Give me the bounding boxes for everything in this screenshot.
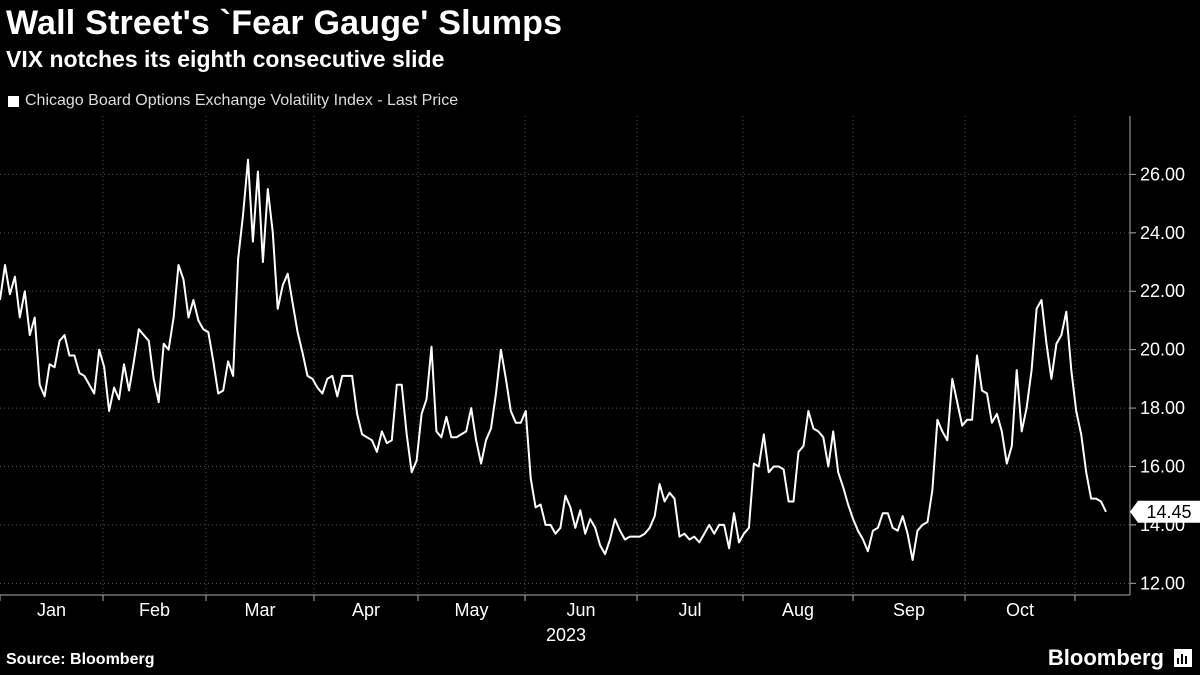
x-tick-label: Jan xyxy=(37,600,66,620)
x-year-label: 2023 xyxy=(546,625,586,645)
x-tick-label: Feb xyxy=(139,600,170,620)
brand-logo: Bloomberg xyxy=(1047,645,1164,670)
chart-title: Wall Street's `Fear Gauge' Slumps xyxy=(6,4,563,42)
legend: Chicago Board Options Exchange Volatilit… xyxy=(8,92,458,110)
legend-swatch-icon xyxy=(8,95,19,107)
last-value-marker xyxy=(1130,500,1200,523)
x-tick-label: Jul xyxy=(678,600,701,620)
x-tick-label: Sep xyxy=(893,600,925,620)
y-tick-label: 18.00 xyxy=(1140,398,1185,418)
x-tick-label: Aug xyxy=(782,600,814,620)
series-line xyxy=(0,158,1107,561)
y-tick-label: 16.00 xyxy=(1140,456,1185,476)
bar-chart-icon xyxy=(1174,649,1192,667)
y-tick-label: 20.00 xyxy=(1140,340,1185,360)
x-tick-label: Oct xyxy=(1006,600,1034,620)
x-tick-label: Jun xyxy=(566,600,595,620)
y-tick-label: 22.00 xyxy=(1140,281,1185,301)
chart-subtitle: VIX notches its eighth consecutive slide xyxy=(6,46,445,72)
y-tick-label: 12.00 xyxy=(1140,573,1185,593)
y-tick-label: 26.00 xyxy=(1140,164,1185,184)
last-value-label: 14.45 xyxy=(1146,502,1191,522)
x-tick-label: May xyxy=(454,600,488,620)
x-tick-label: Apr xyxy=(352,600,380,620)
source-label: Source: Bloomberg xyxy=(6,651,155,668)
legend-label: Chicago Board Options Exchange Volatilit… xyxy=(25,92,459,109)
x-tick-label: Mar xyxy=(245,600,276,620)
y-tick-label: 24.00 xyxy=(1140,223,1185,243)
